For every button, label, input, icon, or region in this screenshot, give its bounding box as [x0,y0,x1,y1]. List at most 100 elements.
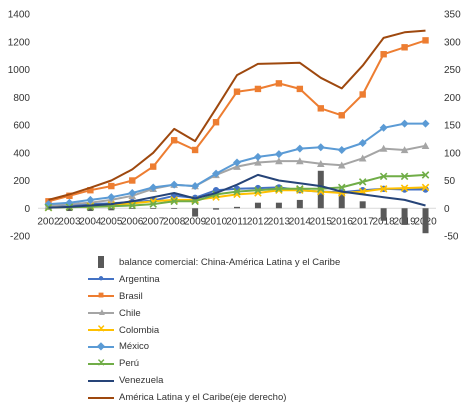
x-tick-label: 2014 [289,216,312,227]
y-right-tick-label: 150 [444,121,461,132]
data-point [296,157,304,165]
bar [422,208,429,234]
data-point [422,37,429,44]
legend-label: Argentina [119,273,160,285]
x-tick-label: 2011 [226,216,248,227]
data-point [275,80,283,87]
y-right-tick-label: -50 [444,232,459,243]
data-point [317,105,324,112]
data-point [337,145,346,154]
data-point [358,139,367,148]
data-point [296,85,304,93]
y-left-tick-label: 600 [13,121,30,132]
y-left-tick-label: 200 [13,176,30,187]
bar [401,208,408,225]
bar [129,208,136,209]
legend-swatch: ◆ [88,341,114,353]
series-line [48,173,426,209]
legend-item: ● Argentina [88,271,468,288]
data-point [170,137,178,144]
data-point [421,171,430,179]
y-right-tick-label: 50 [444,176,456,187]
legend-item: ▲ Chile [88,305,468,322]
data-point [380,51,387,58]
data-point [358,154,367,162]
y-right-tick-label: 100 [444,148,461,159]
bar [171,208,178,209]
data-point [316,143,325,152]
data-point [129,177,136,184]
y-right-tick-label: 200 [444,93,461,104]
data-point [275,185,283,193]
data-point [128,201,137,210]
data-point [87,187,94,194]
bar [338,190,345,209]
legend-item: ◆ México [88,338,468,355]
data-point [108,182,115,190]
data-point [150,163,157,170]
bar [380,208,387,221]
x-tick-label: 2005 [100,216,123,227]
data-point [254,85,262,93]
x-tick-label: 2007 [142,216,165,227]
data-point [233,88,241,95]
bar [150,208,157,209]
data-point [86,195,95,204]
data-point [233,187,241,196]
data-point [316,160,325,168]
legend-swatch [88,375,114,387]
legend-label: Venezuela [119,375,164,387]
series-line [48,29,426,201]
bar [66,208,73,212]
data-point [128,188,137,197]
y-right-tick-label: 250 [444,65,461,76]
data-point [191,182,200,191]
data-point [338,112,345,119]
x-tick-label: 2013 [268,216,291,227]
data-point [337,161,346,169]
bar [254,202,261,209]
legend-item: América Latina y el Caribe(eje derecho) [88,389,468,406]
legend-item: balance comercial: China-América Latina … [88,254,468,271]
data-point [400,119,409,128]
data-point [359,91,366,98]
x-tick-label: 2009 [184,216,207,227]
bar [234,206,240,209]
legend-label: Brasil [119,290,143,302]
data-point [254,186,262,194]
data-point [401,44,408,51]
bar [213,208,220,210]
data-point [337,183,346,192]
bar [45,208,52,210]
legend-swatch: ▲ [88,307,114,319]
series-line [48,39,426,203]
data-point [400,146,409,154]
data-point [149,183,158,192]
x-tick-label: 2018 [373,216,396,227]
legend-label: balance comercial: China-América Latina … [119,256,341,268]
data-point [379,172,388,181]
data-point [107,193,116,202]
legend: balance comercial: China-América Latina … [88,254,468,406]
x-tick-label: 2010 [205,216,228,227]
y-left-tick-label: 1200 [8,37,31,48]
y-right-tick-label: 0 [444,204,450,215]
data-point [233,158,241,167]
y-left-tick-label: 0 [24,204,30,215]
data-point [191,146,199,154]
legend-label: Perú [119,358,140,370]
data-point [212,119,220,126]
y-left-tick-label: 1400 [8,10,31,21]
x-tick-label: 2017 [352,216,375,227]
data-point [44,203,53,212]
legend-label: Chile [119,307,141,319]
y-right-tick-label: 350 [444,10,461,21]
legend-swatch: ● [88,273,114,285]
y-left-tick-label: 400 [13,148,30,159]
legend-swatch [88,256,114,269]
legend-item: ✕ Perú [88,355,468,372]
x-tick-label: 2004 [79,216,102,227]
y-left-tick-label: 800 [13,93,30,104]
legend-swatch: ■ [88,290,114,302]
